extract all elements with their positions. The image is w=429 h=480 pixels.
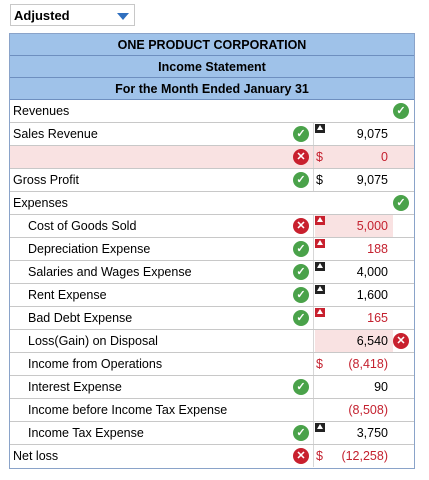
amount-field[interactable]: 188 (367, 242, 388, 256)
row-label[interactable]: Loss(Gain) on Disposal (28, 334, 158, 348)
check-icon: ✓ (393, 195, 409, 211)
amount-field[interactable]: 1,600 (356, 288, 388, 302)
table-row: Interest Expense ✓ 90 (10, 376, 414, 399)
flag-icon (315, 285, 325, 294)
amount-field[interactable]: 6,540 (356, 334, 388, 348)
check-icon: ✓ (393, 103, 409, 119)
flag-icon (315, 262, 325, 271)
row-label[interactable]: Bad Debt Expense (28, 311, 133, 325)
table-row: Net loss ✕ $ (12,258) (10, 445, 414, 468)
flag-icon (315, 308, 325, 317)
table-row: Income Tax Expense ✓ 3,750 (10, 422, 414, 445)
table-row: Loss(Gain) on Disposal 6,540 ✕ (10, 330, 414, 353)
amount-field[interactable]: 3,750 (356, 426, 388, 440)
table-row: Revenues ✓ (10, 100, 414, 123)
amount-field[interactable]: 4,000 (356, 265, 388, 279)
currency-symbol: $ (316, 357, 323, 371)
cross-icon: ✕ (293, 149, 309, 165)
row-label[interactable]: Cost of Goods Sold (28, 219, 137, 233)
row-label[interactable]: Rent Expense (28, 288, 107, 302)
income-statement-table: ONE PRODUCT CORPORATION Income Statement… (9, 33, 415, 469)
statement-title: Income Statement (10, 56, 414, 78)
row-label[interactable]: Revenues (13, 104, 70, 118)
flag-icon (315, 216, 325, 225)
table-row: Cost of Goods Sold ✕ 5,000 (10, 215, 414, 238)
row-label[interactable]: Interest Expense (28, 380, 122, 394)
check-icon: ✓ (293, 264, 309, 280)
currency-symbol: $ (316, 173, 323, 187)
amount-field[interactable]: 165 (367, 311, 388, 325)
row-label[interactable]: Sales Revenue (13, 127, 98, 141)
company-name: ONE PRODUCT CORPORATION (10, 34, 414, 56)
amount-field[interactable]: 0 (381, 150, 388, 164)
check-icon: ✓ (293, 172, 309, 188)
table-row: Income before Income Tax Expense (8,508) (10, 399, 414, 422)
flag-icon (315, 423, 325, 432)
cross-icon: ✕ (293, 448, 309, 464)
row-label[interactable]: Depreciation Expense (28, 242, 151, 256)
table-row: Income from Operations $ (8,418) (10, 353, 414, 376)
amount-field[interactable]: 9,075 (356, 127, 388, 141)
statement-type-dropdown[interactable]: Adjusted (10, 4, 135, 26)
check-icon: ✓ (293, 241, 309, 257)
amount-field[interactable]: 5,000 (356, 219, 388, 233)
cross-icon: ✕ (293, 218, 309, 234)
table-row: ✕ $ 0 (10, 146, 414, 169)
check-icon: ✓ (293, 287, 309, 303)
check-icon: ✓ (293, 310, 309, 326)
row-label[interactable]: Expenses (13, 196, 68, 210)
statement-period: For the Month Ended January 31 (10, 78, 414, 100)
table-row: Depreciation Expense ✓ 188 (10, 238, 414, 261)
table-row: Sales Revenue ✓ 9,075 (10, 123, 414, 146)
amount-field[interactable]: (8,418) (348, 357, 388, 371)
row-label[interactable]: Net loss (13, 449, 59, 463)
dropdown-value: Adjusted (14, 8, 70, 23)
table-row: Expenses ✓ (10, 192, 414, 215)
flag-icon (315, 124, 325, 133)
amount-field[interactable]: 9,075 (356, 173, 388, 187)
row-label[interactable]: Income Tax Expense (28, 426, 144, 440)
table-row: Salaries and Wages Expense ✓ 4,000 (10, 261, 414, 284)
table-row: Bad Debt Expense ✓ 165 (10, 307, 414, 330)
amount-field[interactable]: (8,508) (348, 403, 388, 417)
check-icon: ✓ (293, 379, 309, 395)
amount-field[interactable]: 90 (374, 380, 388, 394)
row-label[interactable]: Income from Operations (28, 357, 163, 371)
table-row: Rent Expense ✓ 1,600 (10, 284, 414, 307)
cross-icon: ✕ (393, 333, 409, 349)
row-label[interactable]: Income before Income Tax Expense (28, 403, 228, 417)
chevron-down-icon[interactable] (117, 13, 129, 20)
currency-symbol: $ (316, 150, 323, 164)
table-row: Gross Profit ✓ $ 9,075 (10, 169, 414, 192)
row-label[interactable]: Salaries and Wages Expense (28, 265, 192, 279)
currency-symbol: $ (316, 449, 323, 463)
row-label[interactable]: Gross Profit (13, 173, 79, 187)
flag-icon (315, 239, 325, 248)
amount-field[interactable]: (12,258) (341, 449, 388, 463)
check-icon: ✓ (293, 126, 309, 142)
check-icon: ✓ (293, 425, 309, 441)
